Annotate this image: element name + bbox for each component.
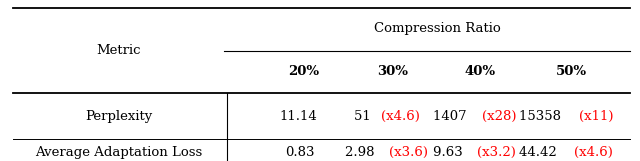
Text: 15358: 15358 [520,110,566,123]
Text: (x3.6): (x3.6) [389,147,428,159]
Text: 9.63: 9.63 [433,147,467,159]
Text: (x4.6): (x4.6) [573,147,612,159]
Text: Metric: Metric [96,44,141,57]
Text: (x11): (x11) [579,110,614,123]
Text: 44.42: 44.42 [519,147,561,159]
Text: Perplexity: Perplexity [84,110,152,123]
Text: 30%: 30% [377,65,408,78]
Text: Compression Ratio: Compression Ratio [374,23,501,35]
Text: 2.98: 2.98 [346,147,379,159]
Text: 51: 51 [354,110,374,123]
Text: (x28): (x28) [482,110,516,123]
Text: 1407: 1407 [433,110,471,123]
Text: 11.14: 11.14 [280,110,317,123]
Text: (x3.2): (x3.2) [477,147,516,159]
Text: 0.83: 0.83 [285,147,314,159]
Text: 20%: 20% [289,65,319,78]
Text: 50%: 50% [556,65,587,78]
Text: 40%: 40% [465,65,495,78]
Text: Average Adaptation Loss: Average Adaptation Loss [35,147,202,159]
Text: (x4.6): (x4.6) [381,110,420,123]
